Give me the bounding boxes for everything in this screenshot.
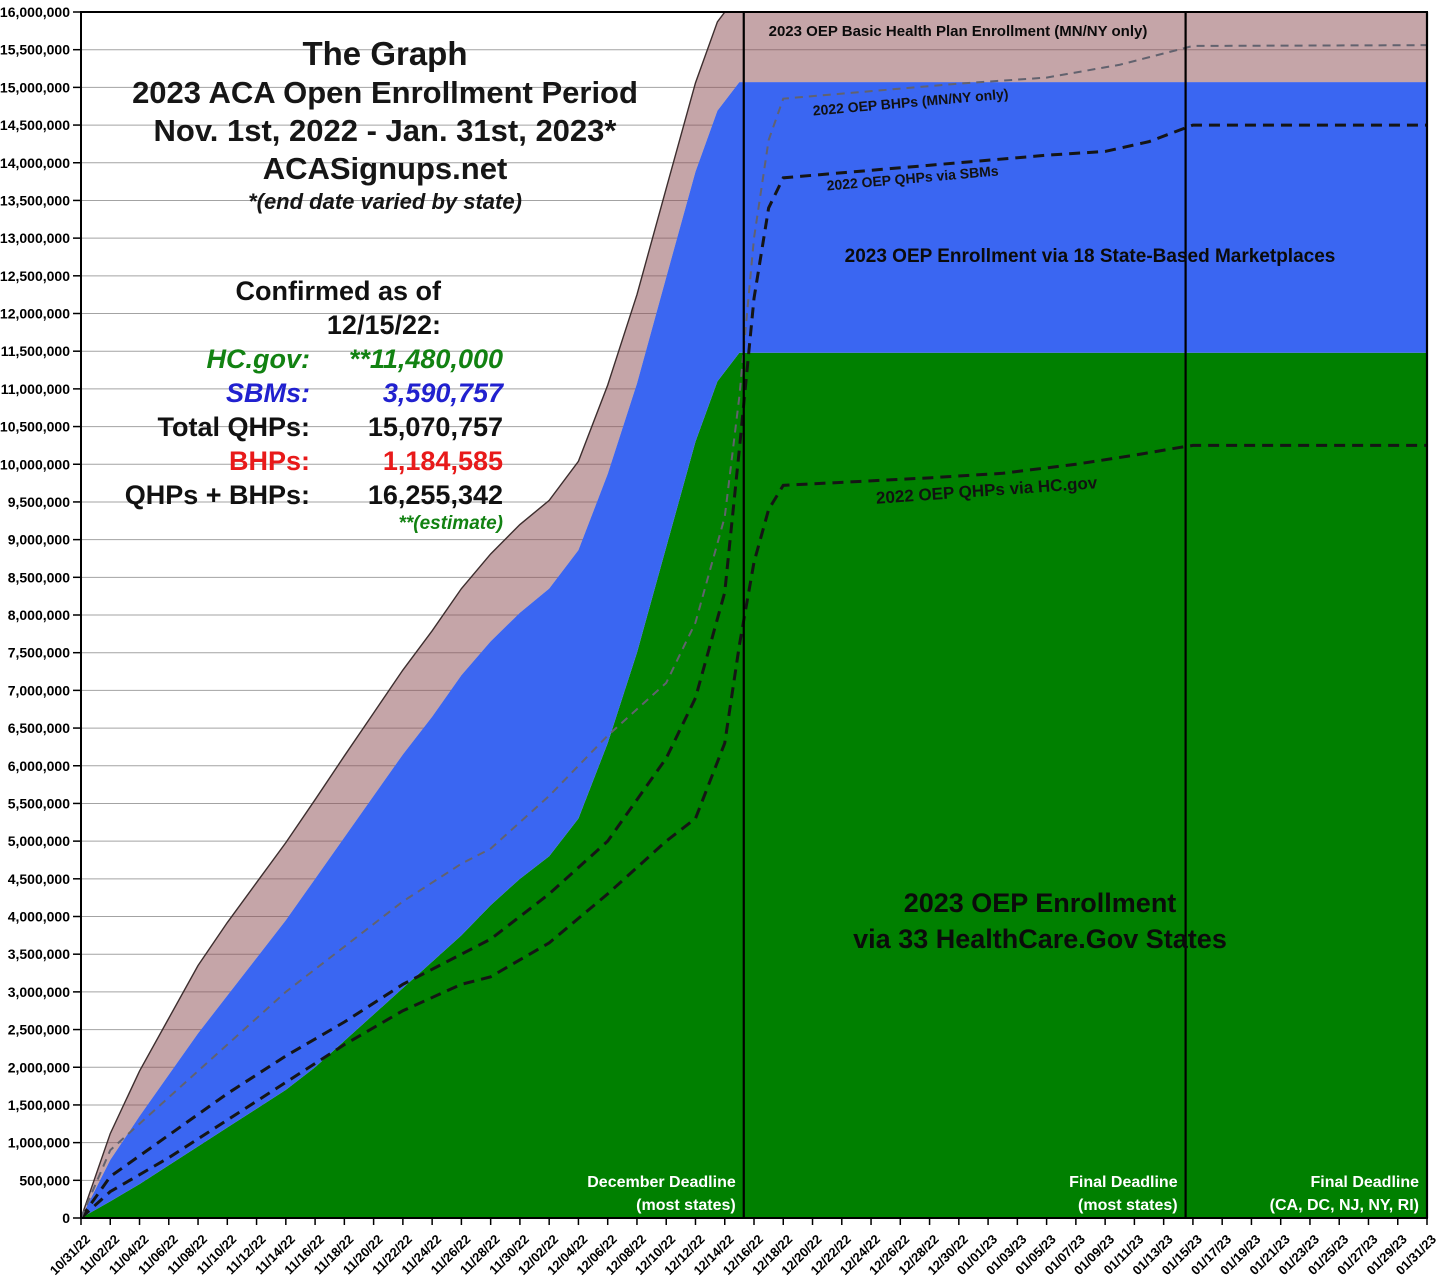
y-axis-tick-label: 10,000,000 [0,456,70,472]
y-axis-tick-label: 6,000,000 [8,758,70,774]
y-axis-tick-label: 16,000,000 [0,4,70,20]
line-2022-hc22 [81,443,1427,1218]
y-axis-tick-label: 8,500,000 [8,569,70,585]
stat-bhps-label: BHPs: [228,446,310,476]
stat-bhps-value: 1,184,585 [382,446,503,476]
y-axis-tick-label: 7,500,000 [8,645,70,661]
end-date-footnote: *(end date varied by state) [248,189,522,214]
line-2022-bhp22 [81,44,1427,1218]
y-axis-tick-label: 2,500,000 [8,1022,70,1038]
y-axis-tick-label: 11,000,000 [1,381,71,397]
stat-sbms-label: SBMs: [225,378,310,408]
y-axis-tick-label: 1,000,000 [8,1135,70,1151]
stat-total-qhps-label: Total QHPs: [157,412,310,442]
label-area-hcgov-line2: via 33 HealthCare.Gov States [853,924,1227,954]
stat-qhps-plus-bhps-label: QHPs + BHPs: [124,480,310,510]
y-axis-tick-label: 4,000,000 [8,909,70,925]
area-2023-bhp-edge [81,12,726,1218]
stat-qhps-plus-bhps-value: 16,255,342 [367,480,503,510]
area-2023-hcgov [81,352,1427,1218]
y-axis-tick-label: 5,500,000 [8,795,70,811]
label-area-hcgov-line1: 2023 OEP Enrollment [904,888,1177,918]
stats-heading: Confirmed as of 12/15/22: [235,276,441,340]
estimate-footnote: **(estimate) [398,513,503,534]
chart-subtitle-dates: Nov. 1st, 2022 - Jan. 31st, 2023* [153,113,617,148]
stat-bhps: BHPs: 1,184,585 [118,444,503,478]
y-axis-tick-label: 9,500,000 [8,494,70,510]
y-axis-tick-label: 11,500,000 [1,343,71,359]
y-axis-tick-label: 12,500,000 [0,268,70,284]
label-area-sbm: 2023 OEP Enrollment via 18 State-Based M… [845,246,1336,267]
y-axis-tick-label: 8,000,000 [8,607,70,623]
label-area-bhp: 2023 OEP Basic Health Plan Enrollment (M… [769,23,1148,40]
y-axis-tick-label: 4,500,000 [8,871,70,887]
stat-total-qhps-value: 15,070,757 [367,412,503,442]
chart-title-block: The Graph 2023 ACA Open Enrollment Perio… [85,34,685,215]
deadline-sublabel-0: (most states) [636,1197,736,1214]
stat-hcgov: HC.gov: **11,480,000 [118,342,504,376]
y-axis-tick-label: 13,500,000 [0,192,70,208]
y-axis-tick-label: 0 [62,1210,70,1226]
stat-qhps-plus-bhps: QHPs + BHPs: 16,255,342 [118,478,503,512]
y-axis-tick-label: 13,000,000 [0,230,70,246]
y-axis-tick-label: 9,000,000 [8,532,70,548]
y-axis-tick-label: 14,000,000 [0,155,70,171]
source-site-label: ACASignups.net [262,151,508,186]
stat-hcgov-label: HC.gov: [206,344,311,374]
y-axis-tick-label: 12,000,000 [0,306,70,322]
stat-hcgov-value: **11,480,000 [348,344,503,374]
y-axis-tick-label: 1,500,000 [8,1097,70,1113]
stat-total-qhps: Total QHPs: 15,070,757 [118,410,503,444]
y-axis-tick-label: 3,000,000 [8,984,70,1000]
confirmed-stats-panel: Confirmed as of 12/15/22: HC.gov: **11,4… [118,274,503,536]
deadline-label-2: Final Deadline [1311,1174,1420,1191]
y-axis-tick-label: 7,000,000 [8,682,70,698]
deadline-label-0: December Deadline [587,1174,736,1191]
deadline-sublabel-2: (CA, DC, NJ, NY, RI) [1270,1197,1419,1214]
y-axis-tick-label: 6,500,000 [8,720,70,736]
stat-sbms-value: 3,590,757 [382,378,503,408]
y-axis-tick-label: 500,000 [19,1172,70,1188]
y-axis-tick-label: 10,500,000 [0,419,70,435]
y-axis-tick-label: 14,500,000 [0,117,70,133]
area-2023-sbm [81,82,1427,1218]
chart-subtitle-period: 2023 ACA Open Enrollment Period [132,75,638,110]
y-axis-tick-label: 5,000,000 [8,833,70,849]
y-axis-tick-label: 15,000,000 [0,79,70,95]
stat-sbms: SBMs: 3,590,757 [118,376,503,410]
y-axis-tick-label: 15,500,000 [0,42,70,58]
deadline-sublabel-1: (most states) [1078,1197,1178,1214]
deadline-label-1: Final Deadline [1069,1174,1178,1191]
chart-title: The Graph [302,35,468,72]
y-axis-tick-label: 3,500,000 [8,946,70,962]
plot-border [80,11,1428,1219]
y-axis-tick-label: 2,000,000 [8,1059,70,1075]
